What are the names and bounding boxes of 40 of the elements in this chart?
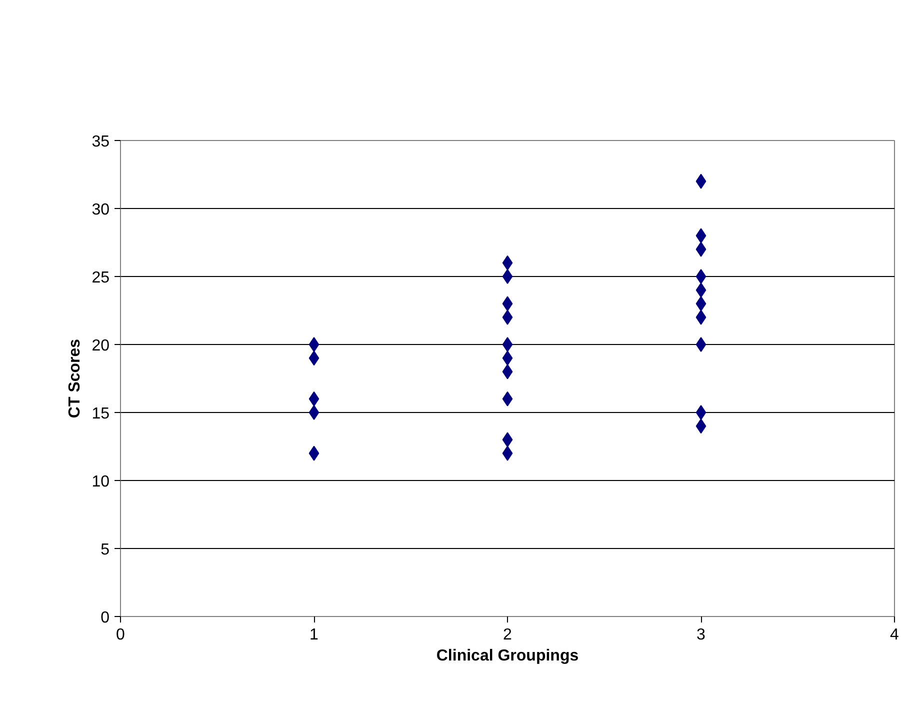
y-tick-label: 30 bbox=[92, 202, 110, 218]
point bbox=[696, 418, 706, 434]
x-tick-label: 4 bbox=[890, 626, 900, 644]
point bbox=[502, 391, 513, 406]
point bbox=[696, 282, 706, 298]
point bbox=[502, 364, 513, 380]
point bbox=[696, 296, 706, 312]
x-tick-label: 3 bbox=[696, 626, 706, 644]
point bbox=[696, 242, 706, 257]
point bbox=[308, 391, 320, 406]
x-tick-label: 0 bbox=[116, 626, 126, 644]
point bbox=[696, 228, 706, 244]
y-tick-label: 5 bbox=[100, 542, 110, 558]
x-axis-title: Clinical Groupings bbox=[436, 648, 579, 664]
point bbox=[502, 269, 513, 284]
y-tick-label: 20 bbox=[92, 338, 110, 354]
y-tick-label: 0 bbox=[100, 610, 110, 626]
point bbox=[502, 432, 513, 448]
point bbox=[308, 337, 320, 352]
point bbox=[502, 350, 513, 366]
point bbox=[502, 296, 513, 312]
y-tick-label: 35 bbox=[92, 134, 110, 150]
y-axis-title: CT Scores bbox=[66, 338, 84, 418]
point bbox=[502, 446, 513, 461]
point bbox=[696, 337, 706, 352]
x-tick-label: 2 bbox=[503, 626, 512, 644]
point bbox=[696, 269, 706, 284]
point bbox=[308, 350, 320, 366]
point bbox=[502, 310, 513, 325]
point bbox=[502, 337, 513, 352]
point bbox=[308, 446, 320, 461]
point bbox=[502, 255, 513, 270]
point bbox=[308, 405, 320, 420]
y-tick-label: 25 bbox=[92, 270, 110, 286]
point bbox=[696, 174, 706, 189]
x-tick-label: 1 bbox=[310, 626, 319, 644]
y-tick-label: 10 bbox=[92, 474, 110, 490]
y-tick-label: 15 bbox=[92, 406, 110, 422]
point bbox=[696, 405, 706, 420]
point bbox=[696, 310, 706, 325]
